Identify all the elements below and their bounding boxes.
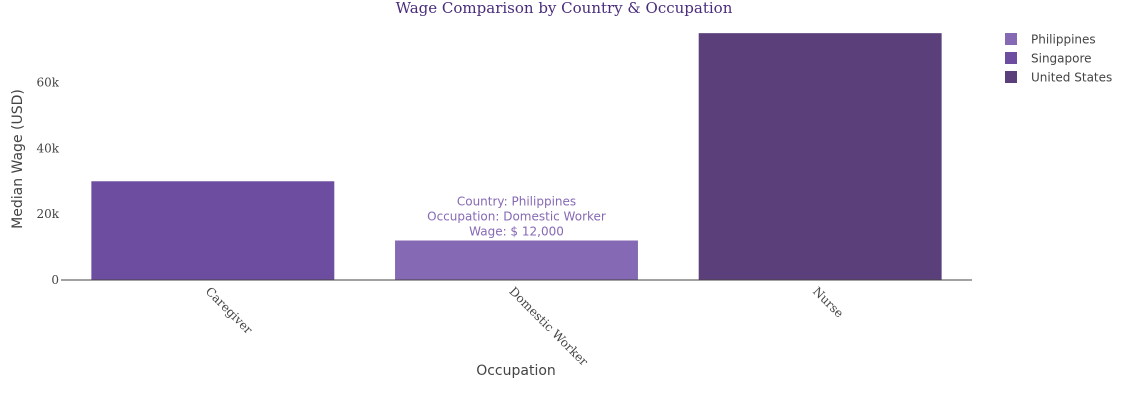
y-axis-ticks: 0 20k 40k 60k [36,76,59,287]
chart-title: Wage Comparison by Country & Occupation [396,0,733,17]
y-tick-label: 40k [36,141,59,155]
bar-caregiver[interactable] [91,181,335,280]
hover-label-line: Wage: $ 12,000 [469,225,564,239]
hover-label-line: Occupation: Domestic Worker [427,210,606,224]
legend-swatch[interactable] [1005,33,1017,45]
y-tick-label: 60k [36,76,59,90]
x-tick-label: Nurse [810,284,846,320]
y-tick-label: 20k [36,207,59,221]
hover-label-line: Country: Philippines [457,195,576,209]
y-axis-title: Median Wage (USD) [10,89,26,229]
bars [91,33,942,281]
legend-swatch[interactable] [1005,71,1017,83]
x-tick-label: Caregiver [203,284,256,337]
x-tick-label: Domestic Worker [506,284,591,369]
x-axis-ticks: Caregiver Domestic Worker Nurse [203,284,847,369]
bar-nurse[interactable] [698,33,942,281]
y-tick-label: 0 [51,273,59,287]
legend-label[interactable]: Philippines [1031,33,1096,47]
legend-label[interactable]: Singapore [1031,52,1092,66]
legend-label[interactable]: United States [1031,71,1112,85]
legend: Philippines Singapore United States [1005,33,1112,85]
x-axis-title: Occupation [476,363,556,379]
bar-domestic-worker[interactable] [395,240,638,280]
legend-swatch[interactable] [1005,52,1017,64]
